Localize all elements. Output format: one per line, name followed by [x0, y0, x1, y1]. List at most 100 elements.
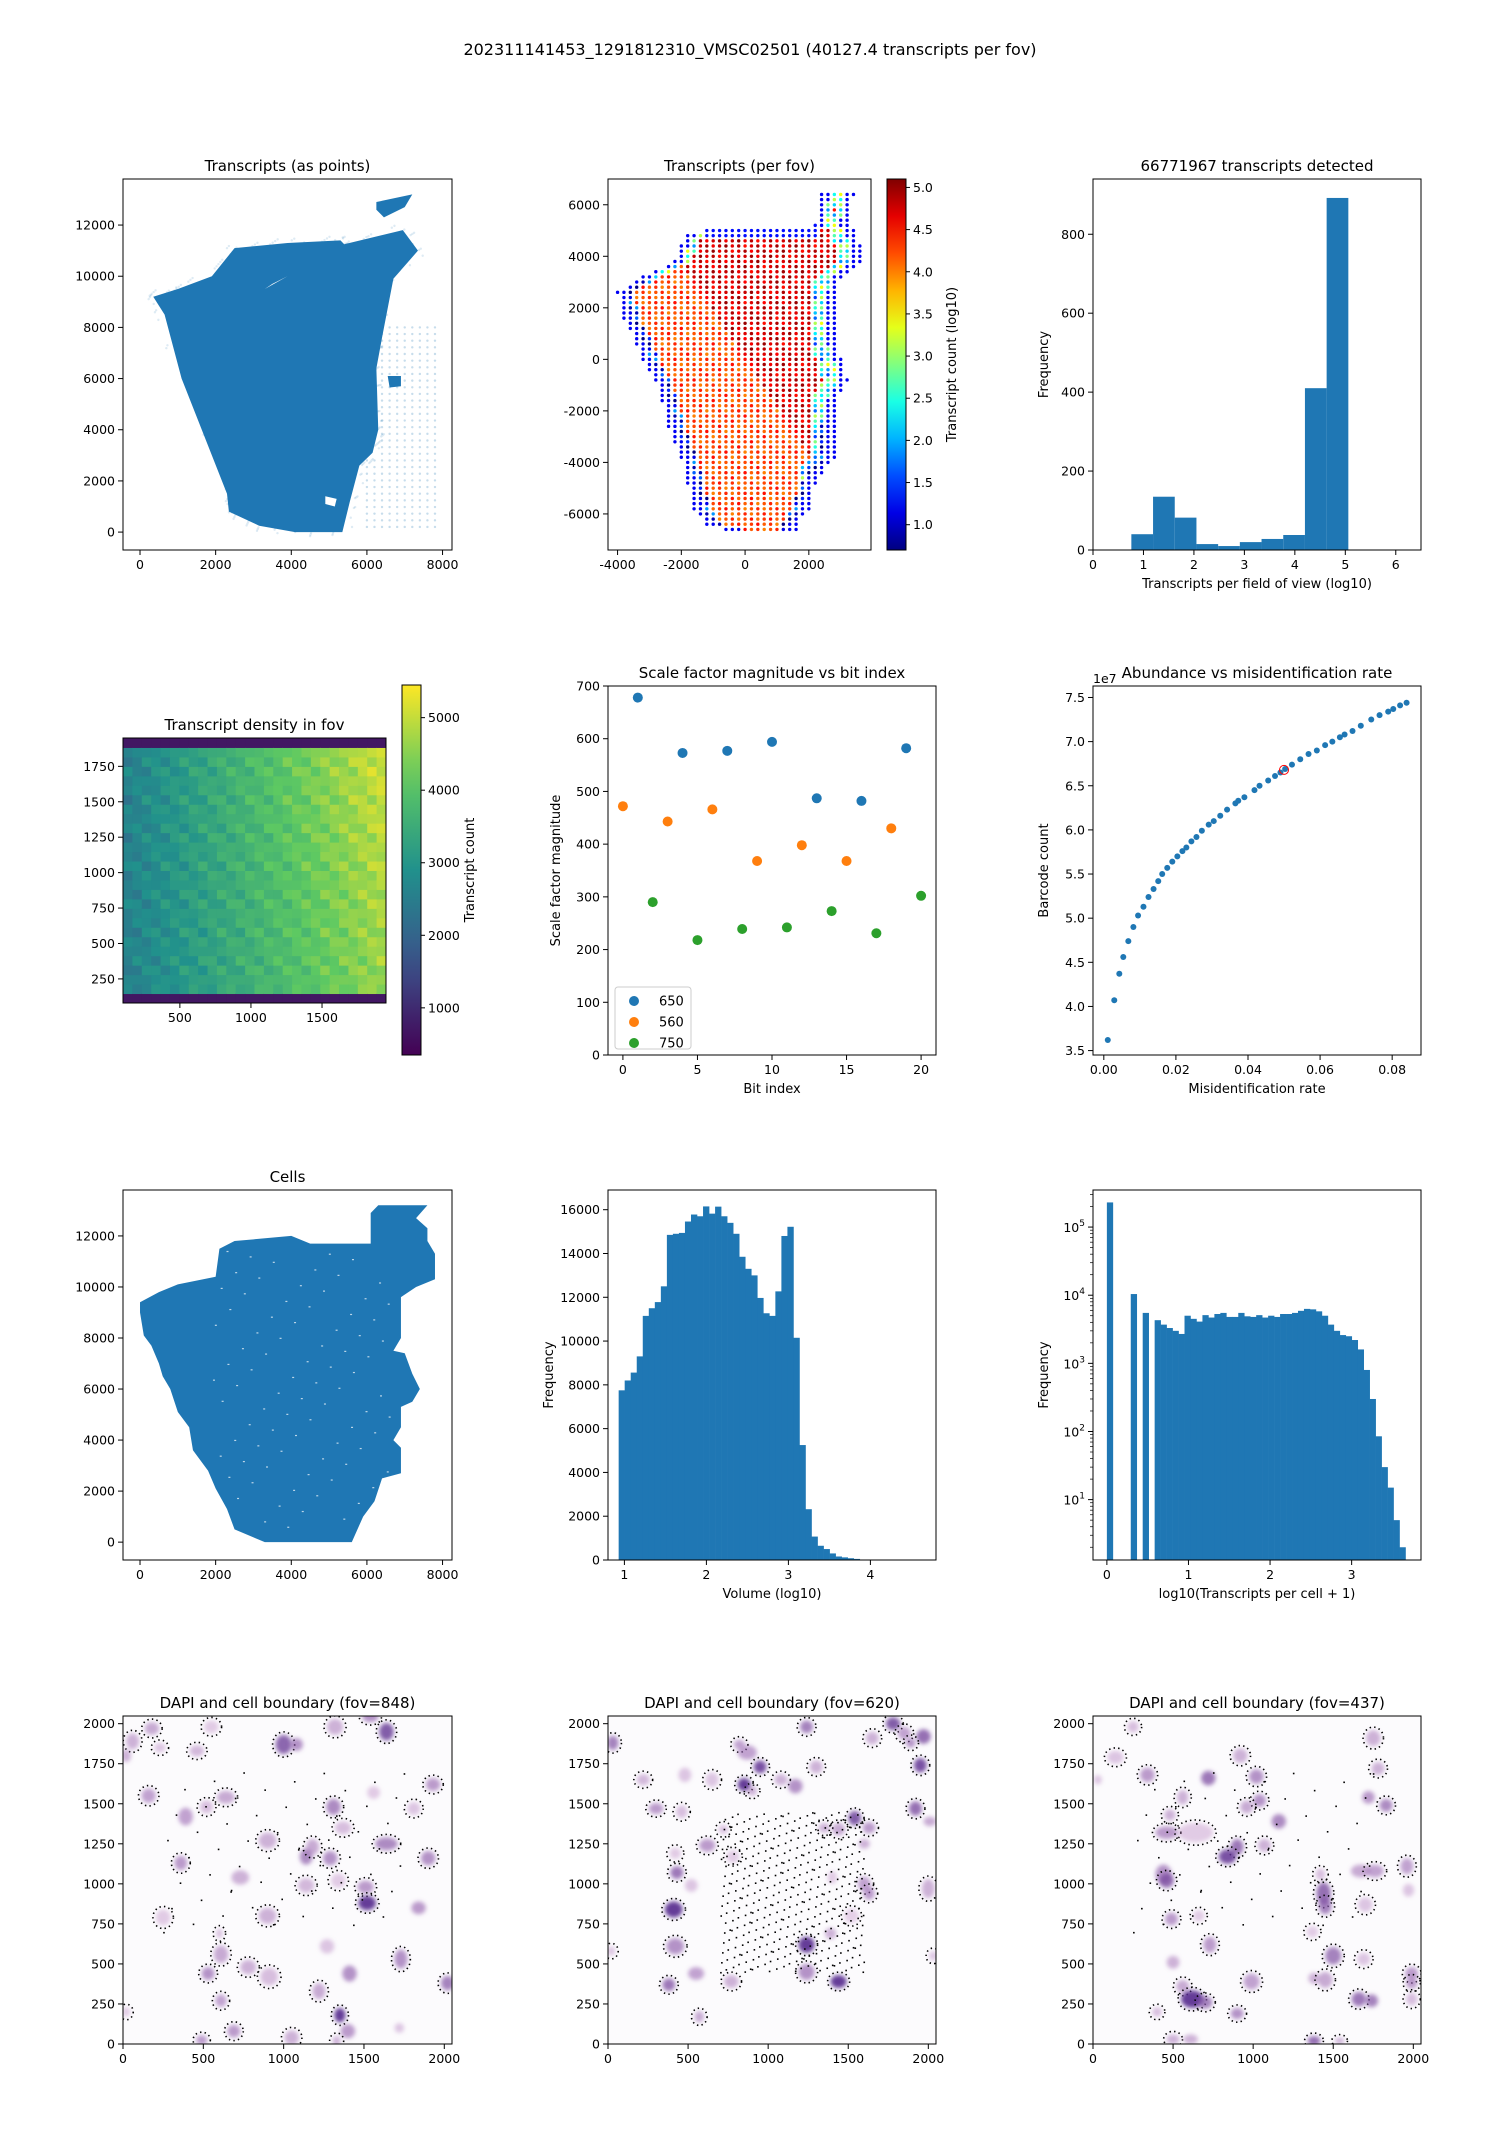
fov-point — [800, 450, 805, 454]
fov-point — [781, 455, 786, 459]
boundary-fragment — [387, 1822, 389, 1825]
boundary-fragment — [763, 1916, 766, 1919]
faint-point — [388, 485, 391, 489]
boundary-fragment — [796, 1903, 798, 1906]
y-tick-label: 500 — [576, 784, 600, 799]
fov-point — [717, 300, 722, 305]
fov-point — [839, 373, 843, 377]
heatmap-cell — [376, 832, 387, 843]
fov-point — [622, 290, 626, 295]
fov-point — [826, 455, 830, 459]
boundary-fragment — [744, 1914, 747, 1917]
data-point — [1198, 827, 1205, 834]
heatmap-cell — [188, 832, 199, 843]
fov-point — [794, 311, 798, 315]
y-tick-label: -4000 — [564, 455, 600, 470]
fov-point — [743, 347, 747, 351]
heatmap-cell — [132, 898, 143, 909]
heatmap-cell — [320, 974, 331, 985]
boundary-fragment — [830, 1927, 832, 1930]
heatmap-cell — [179, 813, 190, 824]
fov-point — [826, 290, 830, 295]
boundary-fragment — [759, 1946, 761, 1948]
boundary-fragment — [1360, 1890, 1362, 1893]
boundary-fragment — [806, 1871, 808, 1874]
fov-point — [679, 414, 684, 418]
fov-point — [730, 409, 735, 413]
fov-point — [660, 383, 664, 387]
heatmap-cell — [132, 775, 143, 786]
boundary-fragment — [808, 1898, 811, 1901]
fov-point — [832, 347, 837, 351]
histogram-bar — [817, 1545, 824, 1560]
fov-point — [775, 300, 779, 305]
fov-point — [711, 501, 715, 506]
heatmap-cell — [245, 927, 255, 938]
heatmap-cell — [254, 747, 265, 758]
faint-point — [378, 409, 381, 413]
heatmap-cell — [263, 898, 274, 909]
speckle — [235, 1272, 238, 1274]
heatmap-cell — [188, 889, 199, 900]
fov-point — [851, 244, 856, 248]
fov-point — [813, 429, 817, 434]
heatmap-cell — [348, 993, 359, 1004]
heatmap-cell — [235, 813, 246, 824]
faint-point — [418, 339, 422, 342]
fov-point — [781, 419, 786, 423]
fov-point — [698, 316, 703, 320]
fov-point — [807, 393, 811, 398]
fov-point — [813, 445, 817, 449]
x-tick-label: 0 — [1103, 1567, 1111, 1582]
heatmap-cell — [282, 738, 293, 748]
fov-point — [673, 414, 677, 418]
fov-point — [647, 316, 652, 320]
faint-point — [403, 366, 406, 369]
nucleus — [1230, 1839, 1244, 1856]
faint-point — [433, 359, 437, 362]
heatmap-cell — [245, 898, 255, 909]
heatmap-cell — [357, 917, 368, 928]
cell-boundary — [733, 1774, 755, 1795]
faint-point — [426, 379, 429, 382]
fov-point — [794, 357, 798, 362]
boundary-fragment — [855, 1834, 857, 1836]
nucleus — [1406, 1992, 1418, 2006]
speckle — [367, 1356, 370, 1358]
heatmap-cell — [132, 908, 143, 919]
heatmap-cell — [320, 927, 331, 938]
nucleus — [144, 1722, 160, 1735]
histogram-bar — [618, 1390, 625, 1560]
fov-point — [839, 270, 843, 274]
heatmap-cell — [348, 842, 359, 853]
heatmap-cell — [123, 927, 133, 938]
boundary-fragment — [837, 1868, 840, 1871]
fov-point — [756, 434, 760, 439]
heatmap-cell — [132, 842, 143, 853]
fov-point — [698, 476, 703, 480]
boundary-fragment — [171, 1907, 173, 1910]
fov-point — [698, 285, 703, 289]
boundary-fragment — [798, 1930, 801, 1933]
fov-point — [826, 362, 830, 367]
heatmap-cell — [226, 927, 237, 938]
boundary-fragment — [845, 1856, 848, 1858]
heatmap-cell — [310, 747, 321, 758]
fov-point — [775, 383, 779, 387]
heatmap-cell — [292, 861, 302, 871]
boundary-fragment — [831, 1964, 834, 1967]
fov-point — [743, 244, 747, 248]
cell-boundary — [1229, 1744, 1252, 1767]
y-tick-label: 5.5 — [1065, 867, 1085, 882]
fov-point — [737, 233, 741, 238]
heatmap-cell — [235, 766, 246, 777]
heatmap-cell — [254, 898, 265, 909]
fov-point — [768, 300, 773, 305]
fov-point — [788, 367, 792, 372]
fov-point — [730, 306, 735, 310]
fov-point — [737, 476, 741, 480]
fov-point — [685, 393, 690, 398]
boundary-fragment — [1187, 1848, 1190, 1851]
x-tick-label: 500 — [168, 1010, 192, 1025]
